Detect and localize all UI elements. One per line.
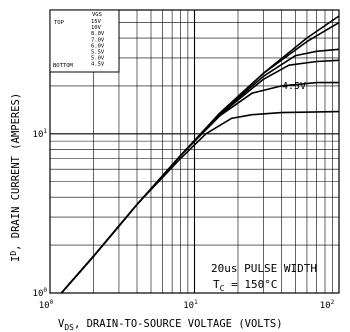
y-tick-label: 100 [33, 287, 48, 299]
series-line-4-5V [60, 110, 340, 294]
curve-label-4-5v: 4.5V [282, 81, 306, 92]
legend-bottom-label: BOTTOM [53, 63, 74, 69]
y-tick-label: 101 [33, 128, 48, 140]
annotation-pulse-width: 20us PULSE WIDTH [211, 262, 317, 275]
condition-annotation: 20us PULSE WIDTH TC = 150°C [211, 262, 317, 293]
x-tick-label: 102 [320, 299, 335, 311]
legend-value: 10V [91, 25, 102, 31]
annotation-temperature: TC = 150°C [213, 278, 277, 293]
x-axis-title: VDS, DRAIN-TO-SOURCE VOLTAGE (VOLTS) [58, 318, 283, 332]
legend: VGS TOP BOTTOM 15V10V8.0V7.0V6.0V5.5V5.0… [49, 9, 120, 73]
plot-frame [49, 9, 340, 294]
legend-value: 5.0V [91, 56, 105, 62]
legend-value: 5.5V [91, 50, 105, 56]
legend-value: 6.0V [91, 43, 105, 49]
series-line-7-0V [60, 59, 340, 294]
x-tick-label: 101 [183, 299, 198, 311]
legend-value: 8.0V [91, 31, 105, 37]
legend-top-label: TOP [54, 20, 65, 26]
y-tick-labels: 100 101 [33, 128, 48, 299]
legend-value: 7.0V [91, 37, 105, 43]
y-axis-title: ID, DRAIN CURRENT (AMPERES) [9, 93, 22, 262]
chart-series [60, 15, 340, 294]
legend-value: 15V [91, 19, 102, 25]
legend-header: VGS [92, 12, 102, 18]
legend-value: 4.5V [91, 62, 105, 68]
x-tick-labels: 100 101 102 [39, 299, 335, 311]
x-tick-label: 100 [39, 299, 54, 311]
legend-box [49, 9, 120, 73]
